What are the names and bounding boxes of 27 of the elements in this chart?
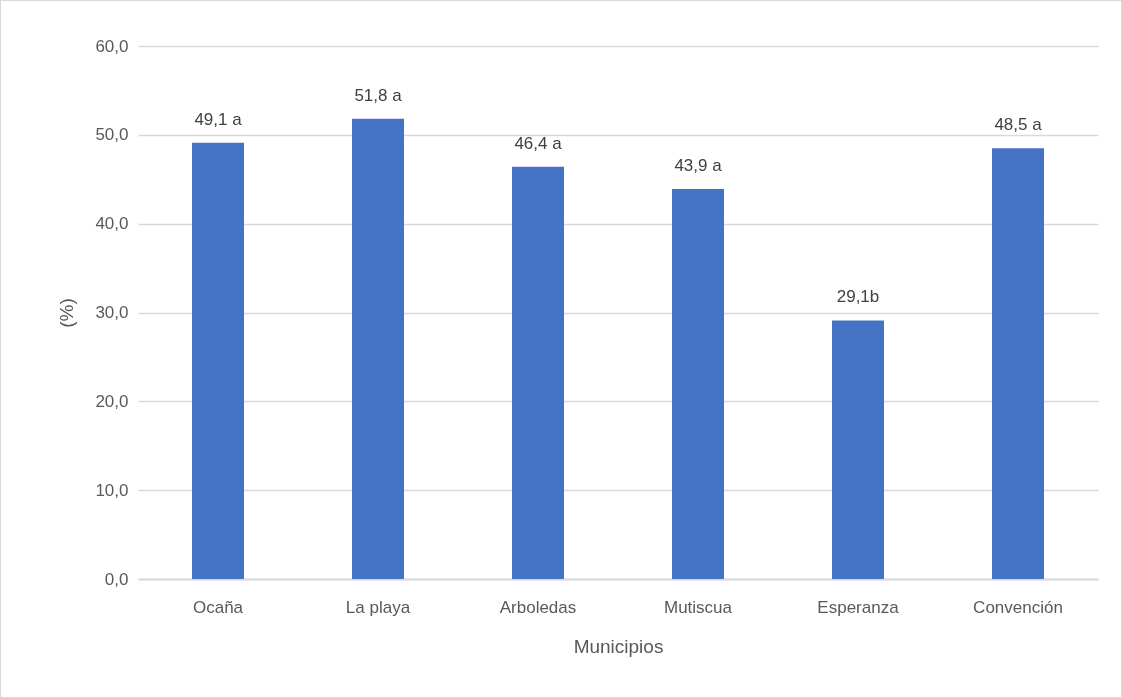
bar [992,148,1044,579]
data-label: 51,8 a [354,85,403,105]
bar [192,142,244,579]
data-label: 46,4 a [514,133,563,153]
data-label: 49,1 a [194,109,243,129]
data-label: 48,5 a [994,115,1043,135]
y-tick-label: 50,0 [95,125,129,145]
x-tick-label: Mutiscua [663,597,733,617]
bar [512,166,564,579]
data-label: 29,1b [836,287,880,307]
y-tick-label: 10,0 [95,480,129,500]
y-axis-title: (%) [56,298,78,328]
bar [352,118,404,579]
x-tick-label: Esperanza [817,597,900,617]
x-axis-title: Municipios [573,635,664,657]
x-tick-label: Arboledas [499,597,577,617]
x-tick-label: Convención [973,597,1063,617]
y-tick-label: 30,0 [95,303,129,322]
y-tick-label: 60,0 [95,36,129,56]
y-tick-label: 0,0 [104,569,129,589]
x-tick-label: Ocaña [192,597,244,617]
bar [672,189,724,579]
bar [832,320,884,579]
y-tick-label: 20,0 [95,391,129,411]
x-tick-label: La playa [345,597,411,617]
y-tick-label: 40,0 [95,214,129,234]
data-label: 43,9 a [674,156,723,176]
